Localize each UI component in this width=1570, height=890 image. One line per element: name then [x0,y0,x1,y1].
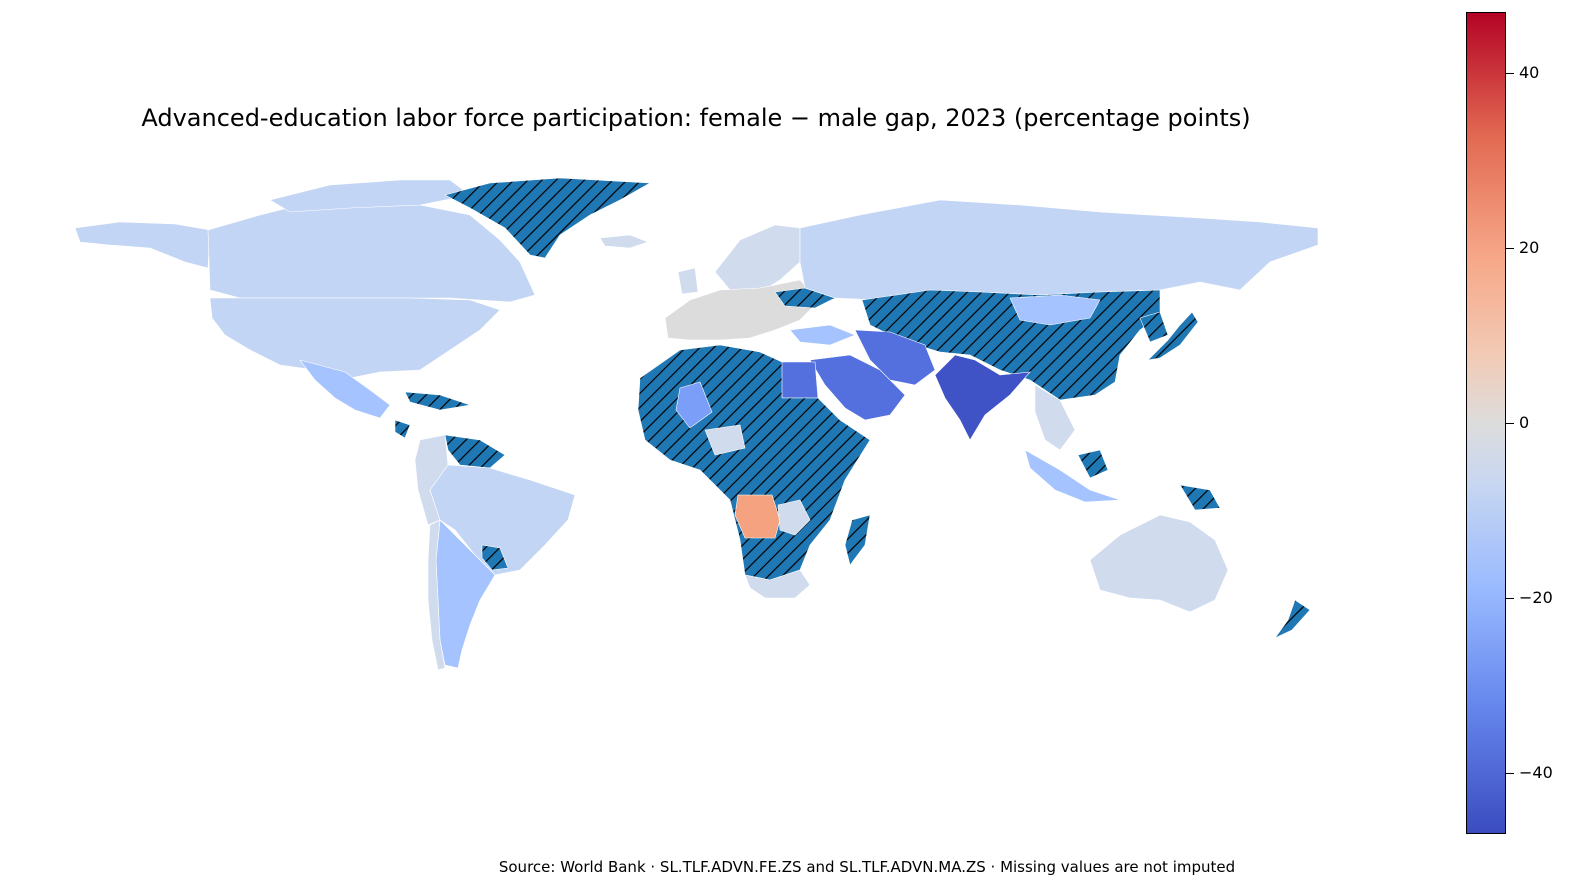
colorbar-gradient [1466,12,1506,834]
region-turkey [789,324,856,346]
colorbar-tick [1506,248,1514,250]
region-central-africa-band [704,424,746,456]
colorbar-tick [1506,772,1514,774]
region-saudi-arabia [809,354,906,421]
colorbar: 40 20 0 −20 −40 [1466,12,1553,834]
region-japan [1147,311,1199,361]
region-arctic-islands [269,179,471,213]
region-iran [854,329,936,386]
region-greenland [444,177,652,259]
region-new-zealand [1274,599,1311,639]
region-alaska [74,221,211,269]
region-central-america [394,419,411,439]
region-madagascar [844,514,871,566]
region-southern-africa [744,569,811,599]
region-egypt [779,361,819,399]
region-korea [1139,311,1169,343]
region-borneo [1077,449,1109,479]
region-venezuela [444,434,506,469]
colorbar-tick [1506,73,1514,75]
region-nigeria-area [675,381,713,429]
source-note: Source: World Bank · SL.TLF.ADVN.FE.ZS a… [498,858,1236,876]
map-title: Advanced-education labor force participa… [141,104,1251,132]
region-chile [427,519,446,671]
region-se-asia [1034,384,1076,451]
region-indonesia-west [1024,449,1121,503]
region-australia [1089,514,1229,613]
colorbar-tick-label: −20 [1519,587,1553,607]
world-map [74,177,1319,671]
region-united-states [209,297,501,379]
region-paraguay [481,544,509,571]
region-mongolia [1009,294,1101,326]
region-caribbean [404,391,471,411]
region-new-guinea [1179,484,1221,511]
colorbar-tick [1506,423,1514,424]
colorbar-tick-label: 20 [1519,238,1540,258]
region-uk [677,267,699,295]
region-iceland [599,234,649,249]
colorbar-tick [1506,597,1514,599]
colorbar-tick-label: 40 [1519,63,1540,83]
region-russia [799,199,1319,301]
region-zambia [777,499,811,536]
region-mexico [299,359,391,419]
region-india [934,354,1031,441]
colorbar-tick-label: −40 [1519,762,1553,782]
colorbar-tick-label: 0 [1519,413,1530,432]
region-angola [734,494,781,539]
